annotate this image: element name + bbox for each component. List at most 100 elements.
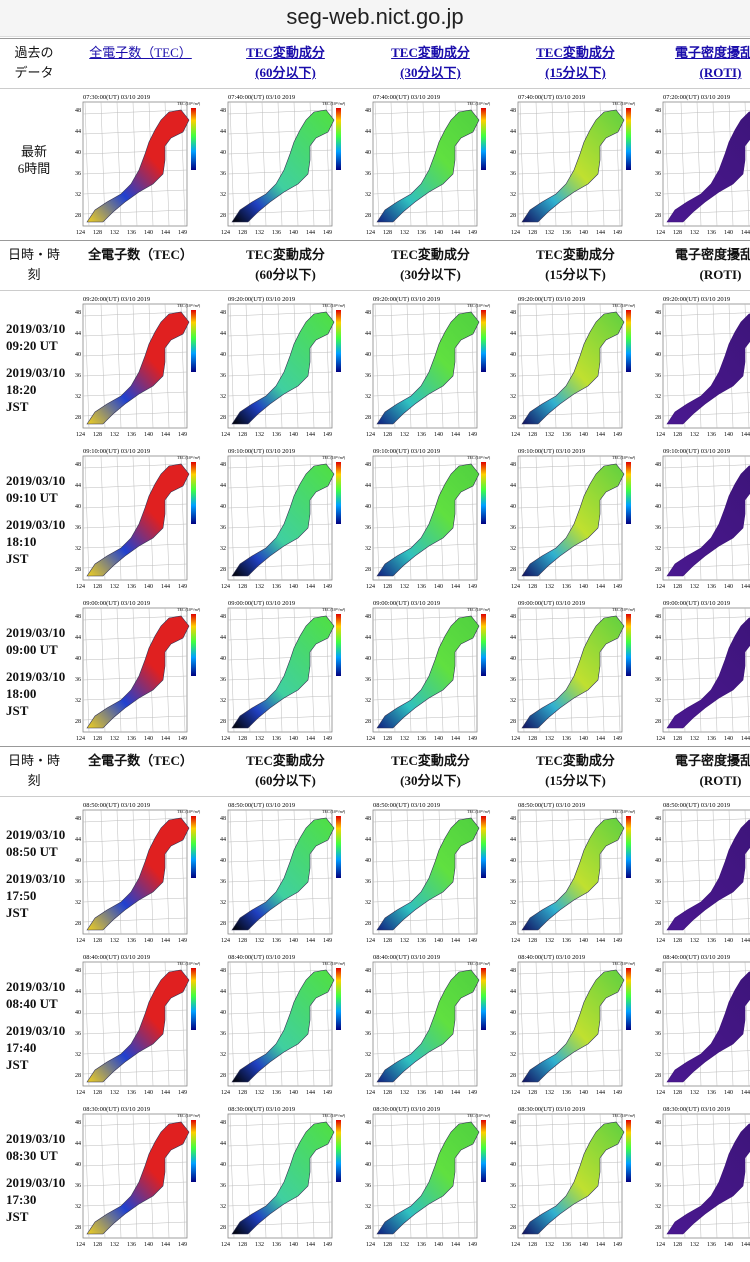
column-link[interactable]: (15分以下) [545, 65, 606, 80]
lon-label: 124 [366, 938, 375, 944]
lat-label: 28 [510, 921, 516, 927]
lat-label: 28 [220, 567, 226, 573]
map-grid [567, 809, 573, 935]
lon-label: 132 [400, 584, 409, 590]
lon-label: 124 [221, 1242, 230, 1248]
map-grid [664, 809, 670, 935]
map-grid [372, 817, 478, 823]
column-link[interactable]: (60分以下) [255, 65, 316, 80]
map-land [521, 1121, 625, 1235]
lon-label: 132 [690, 736, 699, 742]
rule [0, 746, 750, 747]
lat-label: 36 [655, 373, 661, 379]
map-land [231, 109, 335, 223]
lon-label: 144 [741, 736, 750, 742]
address-bar[interactable]: seg-web.nict.go.jp [0, 0, 750, 37]
lon-label: 144 [306, 230, 315, 236]
lon-label: 136 [562, 938, 571, 944]
map-land [86, 1121, 190, 1235]
column-link[interactable]: 電子密度擾乱指 [674, 45, 750, 60]
lat-label: 48 [365, 816, 371, 822]
lon-label: 144 [596, 1090, 605, 1096]
lat-label: 44 [510, 837, 516, 843]
lat-label: 44 [365, 1141, 371, 1147]
lon-label: 140 [144, 938, 153, 944]
map-grid [84, 101, 90, 227]
lon-label: 124 [221, 230, 230, 236]
row-label-text: 08:40 UT [6, 996, 58, 1011]
lon-label: 136 [417, 1242, 426, 1248]
map-grid [422, 961, 428, 1087]
column-header: 電子密度擾乱指 (ROTI) [648, 751, 750, 791]
column-link[interactable]: TEC変動成分 [536, 45, 615, 60]
lon-label: 149 [323, 1242, 332, 1248]
lat-label: 44 [365, 331, 371, 337]
lat-label: 40 [510, 150, 516, 156]
lon-label: 128 [93, 584, 102, 590]
colorbar [481, 1120, 486, 1182]
lon-label: 149 [468, 938, 477, 944]
column-link[interactable]: (30分以下) [400, 65, 461, 80]
lat-label: 28 [510, 1225, 516, 1231]
map-timestamp: 08:40:00(UT) 03/10 2019 [373, 954, 440, 961]
lon-label: 132 [400, 1242, 409, 1248]
lat-label: 48 [510, 310, 516, 316]
lat-label: 36 [510, 525, 516, 531]
tec-map: 09:10:00(UT) 03/10 2019 48 44 40 36 32 28 124 12… [655, 448, 750, 590]
tec-map: 09:10:00(UT) 03/10 2019 TEC (10¹⁶/m²) 48 44… [75, 448, 201, 590]
map-grid [517, 503, 623, 509]
column-link[interactable]: 全電子数（TEC） [89, 45, 192, 60]
map-grid [372, 523, 478, 529]
column-header: 電子密度擾乱指 (ROTI) [648, 245, 750, 285]
map-land [86, 311, 190, 425]
lon-label: 149 [613, 432, 622, 438]
lat-label: 44 [75, 129, 81, 135]
lon-label: 136 [417, 584, 426, 590]
lat-label: 44 [655, 483, 661, 489]
column-header: TEC変動成分 (15分以下) [503, 245, 648, 285]
map-timestamp: 09:10:00(UT) 03/10 2019 [373, 448, 440, 455]
row-label: 2019/03/10 09:20 UT 2019/03/10 18:20 JST [0, 290, 68, 442]
lon-label: 132 [400, 1090, 409, 1096]
lon-label: 144 [741, 432, 750, 438]
column-link[interactable]: TEC変動成分 [246, 45, 325, 60]
map-timestamp: 07:40:00(UT) 03/10 2019 [228, 94, 295, 101]
map-land [666, 313, 750, 425]
colorbar [481, 968, 486, 1030]
lon-label: 136 [272, 1242, 281, 1248]
tec-map: 07:20:00(UT) 03/10 2019 48 44 40 36 32 28 124 12… [655, 94, 750, 236]
column-title: (60分以下) [255, 267, 316, 282]
lon-label: 144 [596, 230, 605, 236]
lon-label: 128 [383, 938, 392, 944]
map-grid [82, 169, 188, 175]
colorbar-label: TEC (10¹⁶/m²) [322, 961, 346, 966]
lat-label: 36 [510, 1031, 516, 1037]
lat-label: 44 [220, 1141, 226, 1147]
lon-label: 128 [528, 938, 537, 944]
tec-map: 08:40:00(UT) 03/10 2019 48 44 40 36 32 28 124 12… [655, 954, 750, 1096]
rule [0, 240, 750, 241]
colorbar-label: TEC (10¹⁶/m²) [612, 101, 636, 106]
column-link[interactable]: (ROTI) [699, 65, 742, 80]
lat-label: 32 [655, 900, 661, 906]
map-grid [422, 455, 428, 581]
lat-label: 32 [655, 192, 661, 198]
map-grid [422, 809, 428, 935]
lat-label: 36 [365, 373, 371, 379]
column-link[interactable]: TEC変動成分 [391, 45, 470, 60]
column-header: TEC変動成分 (30分以下) [358, 751, 503, 791]
map-land [86, 969, 190, 1083]
lon-label: 140 [434, 736, 443, 742]
lat-label: 36 [220, 677, 226, 683]
lat-label: 28 [510, 213, 516, 219]
column-header: TEC変動成分 (30分以下) [358, 245, 503, 285]
row-label-text: 17:50 [6, 888, 37, 903]
map-grid [227, 371, 333, 377]
lat-label: 44 [75, 331, 81, 337]
lat-label: 48 [220, 1120, 226, 1126]
map-grid [82, 675, 188, 681]
colorbar-label: TEC (10¹⁶/m²) [467, 101, 491, 106]
column-title: (15分以下) [545, 773, 606, 788]
row-label-text: 2019/03/10 [6, 669, 66, 684]
